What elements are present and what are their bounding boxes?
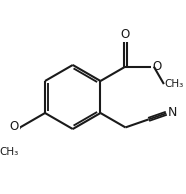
Text: N: N <box>168 106 177 119</box>
Text: CH₃: CH₃ <box>0 147 19 157</box>
Text: CH₃: CH₃ <box>164 79 184 89</box>
Text: O: O <box>10 120 19 133</box>
Text: O: O <box>121 28 130 41</box>
Text: O: O <box>152 60 161 73</box>
